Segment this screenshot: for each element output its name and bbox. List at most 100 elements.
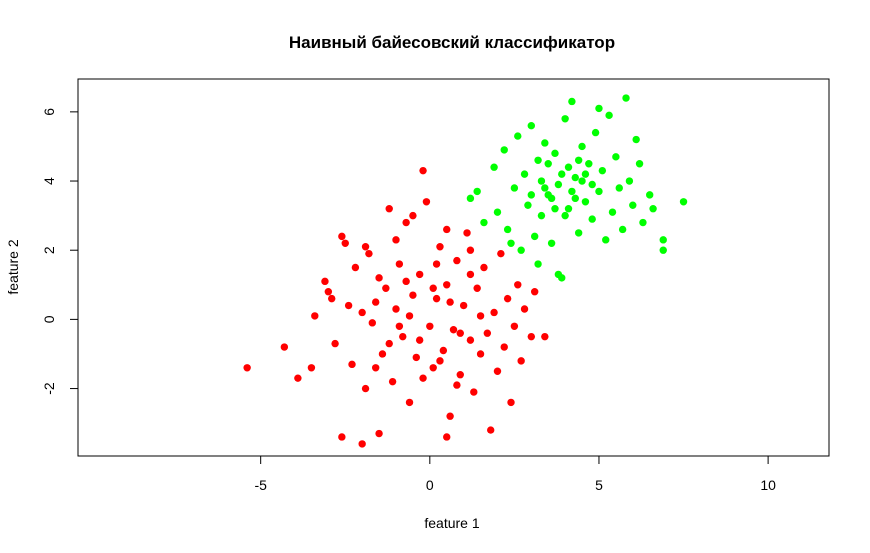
data-point [446, 298, 454, 306]
data-point [466, 246, 475, 254]
data-point [426, 322, 434, 330]
data-point [598, 166, 607, 175]
data-point [405, 312, 414, 320]
data-point [439, 346, 448, 355]
series-red-points [243, 166, 549, 448]
data-point [388, 377, 397, 386]
data-point [371, 298, 380, 306]
data-point [375, 274, 383, 282]
data-point [530, 232, 539, 241]
data-point [409, 211, 417, 220]
data-point [527, 121, 536, 130]
y-axis-label: feature 2 [5, 239, 21, 294]
data-point [358, 440, 366, 448]
data-point [470, 388, 478, 396]
data-point [503, 225, 512, 234]
data-point [466, 270, 475, 279]
data-point [659, 246, 667, 254]
data-point [615, 184, 623, 192]
data-point [476, 350, 485, 358]
data-point [564, 205, 573, 213]
data-point [659, 236, 667, 244]
data-point [382, 284, 390, 292]
data-point [480, 218, 488, 227]
data-point [639, 218, 647, 227]
data-point [561, 115, 569, 123]
data-point [321, 277, 329, 286]
data-point [622, 94, 630, 102]
data-point [574, 229, 583, 237]
data-point [476, 312, 485, 320]
data-point [422, 198, 431, 206]
data-point [328, 294, 336, 303]
data-point [571, 173, 579, 182]
data-point [453, 256, 461, 265]
data-point [402, 277, 410, 286]
data-point [646, 191, 654, 199]
data-point [395, 322, 404, 330]
data-point [443, 281, 451, 289]
data-point [365, 249, 373, 258]
y-tick-label: 0 [41, 315, 57, 323]
data-point [547, 194, 556, 203]
x-tick-label: -5 [254, 477, 267, 493]
data-point [243, 364, 251, 372]
data-point [405, 398, 414, 407]
data-point [415, 270, 424, 279]
data-point [436, 357, 444, 365]
data-point [588, 215, 596, 223]
data-point [453, 381, 461, 389]
data-point [578, 142, 586, 151]
data-point [517, 357, 525, 365]
data-point [338, 232, 346, 241]
y-tick-label: -2 [41, 382, 57, 395]
plot-frame [77, 78, 830, 457]
data-point [429, 364, 437, 372]
data-point [436, 243, 444, 251]
data-point [625, 177, 634, 185]
data-point [554, 270, 563, 279]
data-point [446, 412, 454, 420]
data-point [514, 132, 522, 140]
data-point [351, 263, 360, 272]
data-point [605, 111, 613, 120]
data-point [571, 194, 579, 203]
points-layer [243, 94, 688, 448]
data-point [554, 180, 563, 189]
data-point [602, 236, 610, 244]
data-point [551, 205, 559, 213]
data-point [378, 350, 387, 358]
data-point [547, 239, 556, 247]
data-point [385, 205, 393, 213]
data-point [463, 229, 471, 237]
y-tick-label: 6 [41, 108, 57, 116]
data-point [294, 374, 302, 382]
data-point [564, 163, 573, 171]
data-point [581, 198, 590, 206]
data-point [534, 260, 542, 268]
data-point [385, 339, 393, 348]
data-point [649, 205, 657, 213]
data-point [612, 153, 620, 161]
data-point [459, 301, 468, 310]
data-point [574, 156, 583, 164]
data-point [307, 364, 316, 372]
data-point [537, 177, 546, 185]
data-point [679, 198, 688, 206]
y-axis: -2 0 2 4 6 [41, 108, 79, 395]
data-point [432, 294, 441, 303]
data-point [371, 364, 380, 372]
data-point [503, 294, 512, 303]
data-point [500, 343, 508, 351]
data-point [510, 322, 519, 330]
data-point [466, 194, 475, 203]
data-point [635, 160, 644, 168]
data-point [429, 284, 437, 292]
data-point [419, 374, 427, 382]
data-point [632, 135, 640, 144]
data-point [497, 249, 505, 258]
x-tick-label: 10 [760, 477, 776, 493]
data-point [348, 360, 356, 369]
